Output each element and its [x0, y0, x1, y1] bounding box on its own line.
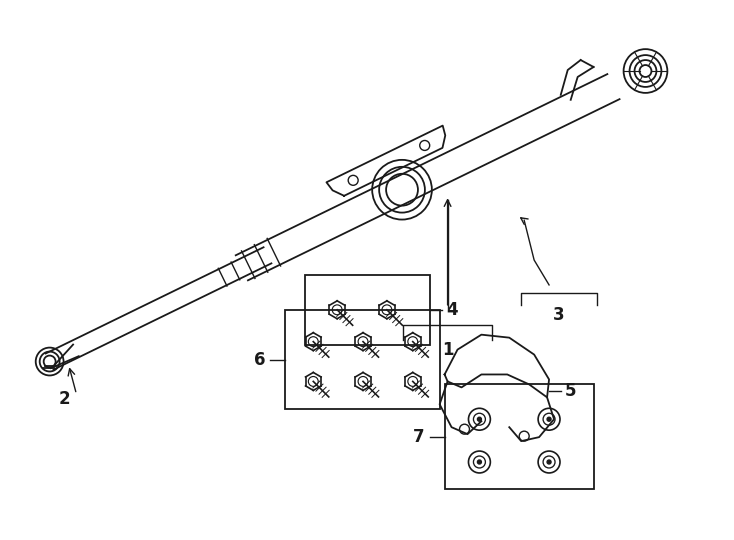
Text: 3: 3: [553, 306, 565, 324]
Text: 4: 4: [446, 301, 457, 319]
Bar: [305, 275, 429, 345]
Circle shape: [477, 417, 482, 421]
Text: 1: 1: [442, 341, 454, 359]
Text: 2: 2: [59, 390, 70, 408]
Text: 6: 6: [254, 350, 265, 368]
Bar: [286, 310, 440, 409]
Circle shape: [547, 460, 551, 464]
Text: 5: 5: [565, 382, 577, 400]
Text: 7: 7: [413, 428, 424, 445]
Circle shape: [477, 460, 482, 464]
Bar: [445, 384, 594, 489]
Circle shape: [547, 417, 551, 421]
